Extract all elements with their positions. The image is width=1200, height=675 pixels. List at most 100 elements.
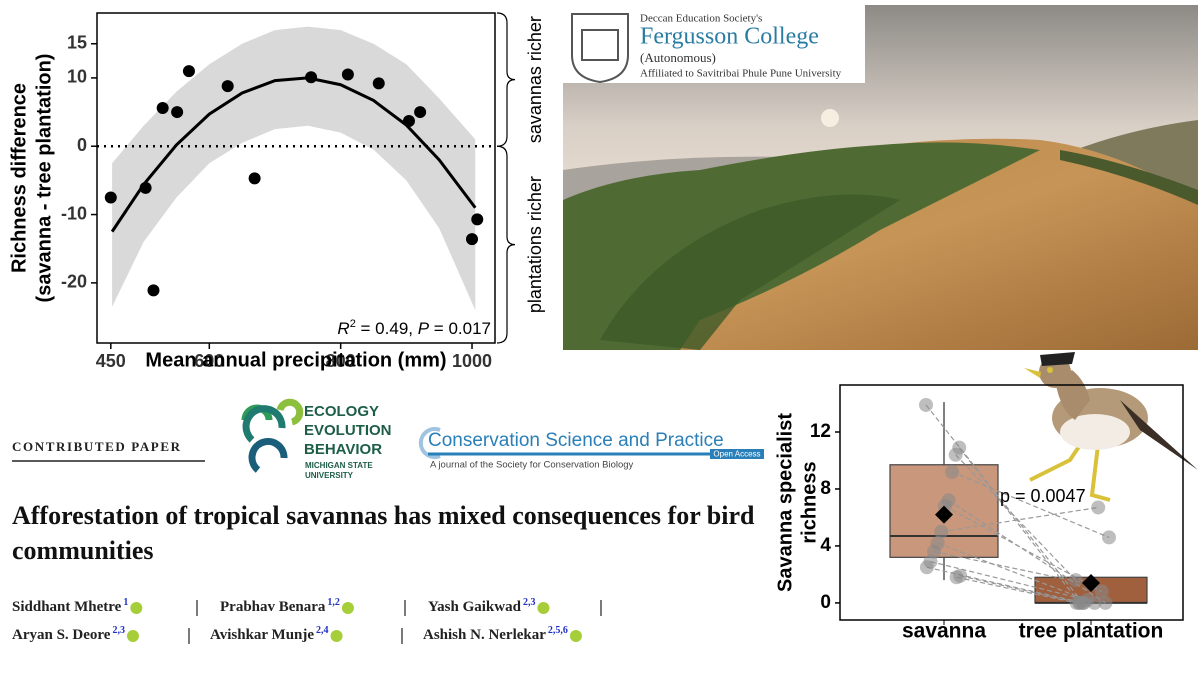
eeb-university: MICHIGAN STATE <box>305 461 373 470</box>
pair-line <box>941 506 1099 533</box>
point <box>171 106 184 119</box>
point <box>139 181 152 194</box>
y-tick-label: -20 <box>61 272 87 292</box>
point <box>1098 595 1113 610</box>
point <box>1094 584 1109 599</box>
author: Prabhav Benara 1,2 <box>220 597 340 616</box>
point <box>341 68 354 81</box>
author-affiliation: 2,5,6 <box>548 625 568 636</box>
point <box>1091 500 1106 515</box>
journal-mark <box>418 427 441 459</box>
mean-marker <box>935 505 953 524</box>
pair-line <box>960 575 1081 604</box>
eeb-line: ECOLOGY <box>304 403 379 420</box>
y-tick-label: 0 <box>77 135 87 155</box>
annotation-part: = 0.017 <box>429 319 491 338</box>
orcid-icon <box>341 602 354 614</box>
author-name: Ashish N. Nerlekar <box>423 627 546 643</box>
point <box>919 560 934 575</box>
college-crest-inner <box>581 29 619 61</box>
journal-badge <box>710 449 764 459</box>
point <box>305 71 318 84</box>
annotation: R2 = 0.49, P = 0.017 <box>337 318 491 339</box>
college-crest <box>571 13 629 84</box>
y-tick-label: 4 <box>820 535 831 556</box>
point <box>945 464 960 479</box>
x-tick-label: 1000 <box>452 351 492 371</box>
college-affiliation: Affiliated to Savitribai Phule Pune Univ… <box>640 68 842 80</box>
author-name: Aryan S. Deore <box>12 627 111 643</box>
y-axis-label: (savanna - tree plantation) <box>33 54 55 303</box>
point <box>466 233 479 246</box>
author-name: Avishkar Munje <box>210 627 314 643</box>
annotation-part: R <box>337 319 349 338</box>
annotation-part: = 0.49, <box>356 319 418 338</box>
journal-badge-text: Open Access <box>713 450 760 459</box>
mean-marker <box>1082 573 1100 592</box>
point <box>156 101 169 114</box>
eeb-line: EVOLUTION <box>304 422 392 439</box>
photo <box>563 5 1198 350</box>
y-tick-label: 12 <box>810 421 831 442</box>
side-label: savannas richer <box>525 16 545 143</box>
college-society: Deccan Education Society's <box>640 13 762 25</box>
point <box>372 77 385 90</box>
author-affiliation: 2,3 <box>112 625 125 636</box>
confidence-band <box>112 26 476 311</box>
point <box>949 570 964 585</box>
orcid-icon <box>569 630 582 642</box>
author-affiliation: 1 <box>123 597 128 608</box>
point <box>104 191 117 204</box>
brace <box>496 12 516 147</box>
fit-line <box>110 76 477 233</box>
pair-line <box>937 542 1095 604</box>
pair-line <box>958 447 1080 604</box>
point <box>414 106 427 119</box>
annotation-part: 2 <box>350 318 356 330</box>
paper-title: Afforestation of tropical savannas has m… <box>12 501 755 565</box>
x-tick-label: 800 <box>326 351 356 371</box>
brace <box>496 145 516 344</box>
author: Avishkar Munje 2,4 <box>210 625 329 644</box>
point <box>948 447 963 462</box>
point <box>147 284 160 297</box>
annotation: p = 0.0047 <box>1000 486 1086 506</box>
orcid-icon <box>130 602 143 614</box>
annotation-part: P <box>418 319 430 338</box>
paper-label: CONTRIBUTED PAPER <box>12 439 182 454</box>
x-tick-label: 600 <box>194 351 224 371</box>
bird-illustration <box>1024 352 1198 502</box>
pair-line <box>930 561 1088 601</box>
author-affiliation: 2,3 <box>523 597 536 608</box>
author-affiliation: 2,4 <box>316 625 329 636</box>
y-axis-label: richness <box>798 461 820 543</box>
point <box>919 397 933 412</box>
author-name: Yash Gaikwad <box>428 599 522 615</box>
point <box>934 524 949 539</box>
plot-frame <box>96 12 496 344</box>
college-status: (Autonomous) <box>640 50 716 65</box>
pair-line <box>956 576 1077 604</box>
y-tick-label: 0 <box>820 592 831 613</box>
journal-name: Conservation Science and Practice <box>428 430 724 451</box>
orcid-icon <box>537 602 550 614</box>
author-name: Prabhav Benara <box>220 599 326 615</box>
point <box>471 213 484 226</box>
y-tick-label: 8 <box>820 478 831 499</box>
author-name: Siddhant Mhetre <box>12 599 122 615</box>
side-label: plantations richer <box>525 176 545 313</box>
eeb-university: UNIVERSITY <box>305 471 354 480</box>
author: Ashish N. Nerlekar 2,5,6 <box>423 625 568 644</box>
pair-line <box>925 404 1084 604</box>
pair-line <box>933 551 1092 585</box>
pair-line <box>955 454 1077 581</box>
point <box>1102 530 1116 545</box>
author-affiliation: 1,2 <box>327 597 340 608</box>
y-tick-label: 15 <box>67 32 87 52</box>
point <box>1069 595 1084 610</box>
eeb-line: BEHAVIOR <box>304 441 382 458</box>
x-tick-label: 450 <box>96 351 126 371</box>
pair-line <box>951 471 1110 538</box>
author: Aryan S. Deore 2,3 <box>12 625 125 644</box>
